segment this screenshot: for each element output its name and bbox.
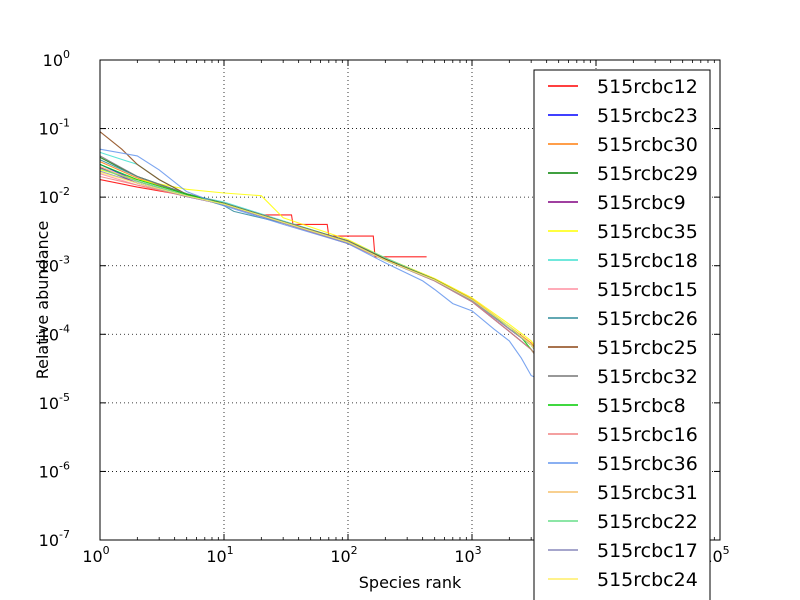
legend: 515rcbc12 515rcbc23 515rcbc30 515rcbc29 515r… bbox=[533, 69, 711, 600]
legend-label-515rcbc31: 515rcbc31 bbox=[597, 482, 698, 504]
series-line-515rcbc36 bbox=[99, 148, 547, 383]
series-line-515rcbc24 bbox=[99, 171, 555, 380]
y-tick-label: 10-6 bbox=[39, 459, 70, 481]
series-line-515rcbc35 bbox=[99, 169, 557, 376]
legend-label-515rcbc23: 515rcbc23 bbox=[597, 105, 698, 127]
legend-label-515rcbc16: 515rcbc16 bbox=[597, 424, 698, 446]
legend-label-515rcbc29: 515rcbc29 bbox=[597, 163, 698, 185]
x-tick-label: 100 bbox=[82, 544, 109, 566]
legend-label-515rcbc22: 515rcbc22 bbox=[597, 511, 698, 533]
y-axis-label: Relative abundance bbox=[33, 221, 52, 380]
x-tick-label: 102 bbox=[330, 544, 357, 566]
legend-label-515rcbc12: 515rcbc12 bbox=[597, 76, 698, 98]
legend-box bbox=[533, 69, 711, 600]
legend-label-515rcbc35: 515rcbc35 bbox=[597, 221, 698, 243]
series-lines bbox=[99, 131, 557, 384]
y-tick-label: 10-1 bbox=[39, 117, 70, 139]
x-tick-label: 103 bbox=[454, 544, 481, 566]
y-tick-label: 10-2 bbox=[39, 185, 70, 207]
legend-label-515rcbc24: 515rcbc24 bbox=[597, 569, 698, 591]
x-tick-label: 101 bbox=[206, 544, 233, 566]
legend-label-515rcbc26: 515rcbc26 bbox=[597, 308, 698, 330]
y-tick-label: 10-5 bbox=[39, 391, 70, 413]
legend-label-515rcbc17: 515rcbc17 bbox=[597, 540, 698, 562]
plot-frame bbox=[99, 59, 721, 541]
legend-label-515rcbc32: 515rcbc32 bbox=[597, 366, 698, 388]
legend-label-515rcbc15: 515rcbc15 bbox=[597, 279, 698, 301]
y-tick-label: 100 bbox=[43, 48, 70, 70]
legend-label-515rcbc36: 515rcbc36 bbox=[597, 453, 698, 475]
legend-label-515rcbc25: 515rcbc25 bbox=[597, 337, 698, 359]
legend-label-515rcbc8: 515rcbc8 bbox=[597, 395, 686, 417]
legend-label-515rcbc18: 515rcbc18 bbox=[597, 250, 698, 272]
y-tick-label: 10-7 bbox=[39, 528, 70, 550]
x-axis-label: Species rank bbox=[359, 573, 462, 592]
legend-label-515rcbc30: 515rcbc30 bbox=[597, 134, 698, 156]
legend-label-515rcbc9: 515rcbc9 bbox=[597, 192, 686, 214]
